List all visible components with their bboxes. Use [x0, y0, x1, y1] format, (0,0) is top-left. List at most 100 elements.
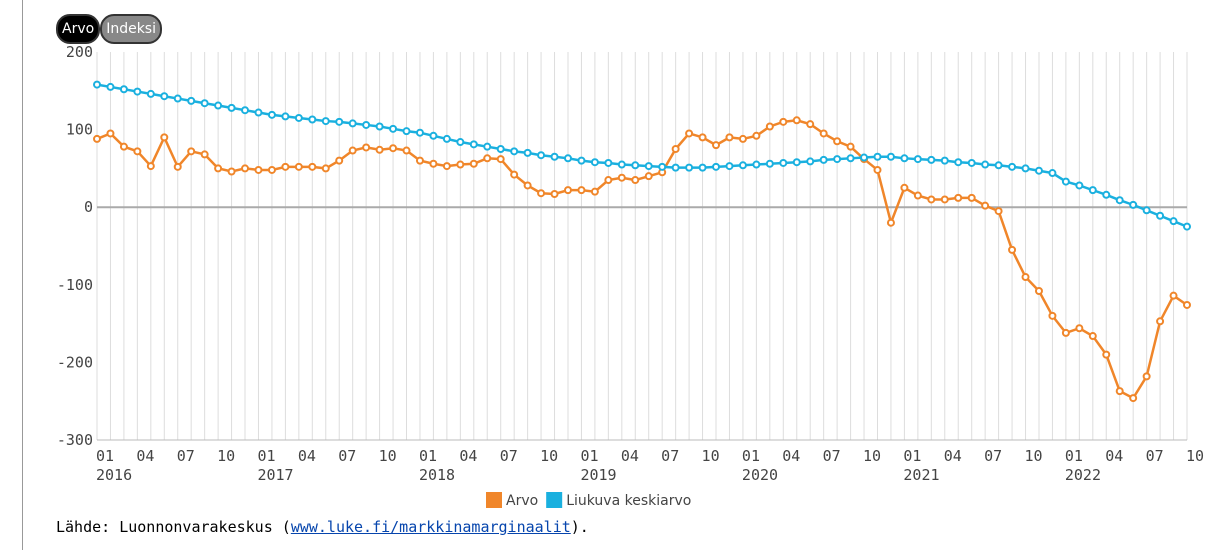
- point: [685, 129, 694, 138]
- point: [900, 183, 909, 192]
- point: [765, 159, 774, 168]
- point: [658, 162, 667, 171]
- point: [563, 186, 572, 195]
- point: [173, 162, 182, 171]
- point: [994, 161, 1003, 170]
- point: [954, 158, 963, 167]
- point: [685, 163, 694, 172]
- series-line: [96, 83, 1188, 228]
- point: [792, 116, 801, 125]
- point: [1021, 273, 1030, 282]
- point: [442, 162, 451, 171]
- point: [886, 152, 895, 161]
- point: [294, 113, 303, 122]
- series: [93, 116, 1191, 403]
- point: [927, 155, 936, 164]
- point: [469, 159, 478, 168]
- y-tick-label: -300: [57, 431, 93, 449]
- legend-label: Arvo: [506, 493, 538, 509]
- x-tick-label: 04: [621, 447, 639, 465]
- point: [267, 165, 276, 174]
- point: [860, 153, 869, 162]
- point: [1183, 222, 1191, 231]
- point: [119, 85, 128, 94]
- point: [1088, 186, 1097, 195]
- legend: Arvo Liukuva keskiarvo: [486, 492, 691, 509]
- point: [537, 189, 546, 198]
- point: [617, 160, 626, 169]
- point: [1075, 324, 1084, 333]
- x-tick-label: 10: [1186, 447, 1204, 465]
- point: [106, 82, 115, 91]
- point: [1008, 162, 1017, 171]
- y-tick-label: 200: [66, 43, 93, 61]
- point: [200, 150, 209, 159]
- button-indeksi[interactable]: Indeksi: [100, 14, 162, 44]
- point: [725, 133, 734, 142]
- point: [940, 195, 949, 204]
- point: [671, 145, 680, 153]
- point: [846, 142, 855, 151]
- x-year-label: 2022: [1065, 466, 1101, 484]
- point: [752, 160, 761, 169]
- source-link[interactable]: www.luke.fi/markkinamarginaalit: [290, 518, 571, 536]
- x-tick-label: 10: [1025, 447, 1043, 465]
- x-tick-label: 10: [217, 447, 235, 465]
- point: [873, 152, 882, 161]
- source-suffix: ).: [570, 518, 589, 536]
- point: [1048, 311, 1057, 320]
- point: [415, 156, 424, 165]
- point: [833, 137, 842, 146]
- point: [335, 117, 344, 126]
- point: [900, 154, 909, 163]
- point: [362, 120, 371, 129]
- point: [93, 134, 101, 143]
- series: [93, 80, 1191, 231]
- point: [1142, 206, 1151, 215]
- x-tick-label: 10: [379, 447, 397, 465]
- point: [241, 164, 250, 173]
- point: [577, 186, 586, 195]
- point: [93, 80, 101, 89]
- x-tick-label: 01: [742, 447, 760, 465]
- point: [523, 181, 532, 190]
- point: [1169, 217, 1178, 226]
- point: [241, 106, 250, 115]
- point: [873, 165, 882, 174]
- point: [806, 157, 815, 166]
- series-line: [96, 119, 1188, 400]
- point: [954, 193, 963, 202]
- point: [1183, 300, 1191, 309]
- legend-swatch: [486, 492, 502, 508]
- point: [1102, 350, 1111, 359]
- point: [200, 99, 209, 108]
- point: [1156, 211, 1165, 220]
- point: [738, 134, 747, 143]
- point: [833, 155, 842, 164]
- point: [913, 155, 922, 164]
- point: [671, 163, 680, 172]
- point: [590, 158, 599, 167]
- point: [321, 117, 330, 126]
- point: [617, 173, 626, 182]
- point: [483, 142, 492, 151]
- button-arvo[interactable]: Arvo: [56, 14, 101, 44]
- point: [402, 127, 411, 136]
- x-tick-label: 04: [944, 447, 962, 465]
- point: [590, 187, 599, 196]
- x-year-label: 2018: [419, 466, 455, 484]
- point: [415, 128, 424, 137]
- point: [106, 129, 115, 138]
- point: [698, 163, 707, 172]
- point: [550, 152, 559, 161]
- point: [389, 124, 398, 133]
- x-tick-label: 07: [661, 447, 679, 465]
- point: [510, 147, 519, 156]
- point: [604, 158, 613, 167]
- point: [537, 151, 546, 160]
- x-year-label: 2017: [257, 466, 293, 484]
- point: [631, 176, 640, 185]
- point: [294, 162, 303, 171]
- point: [510, 170, 519, 179]
